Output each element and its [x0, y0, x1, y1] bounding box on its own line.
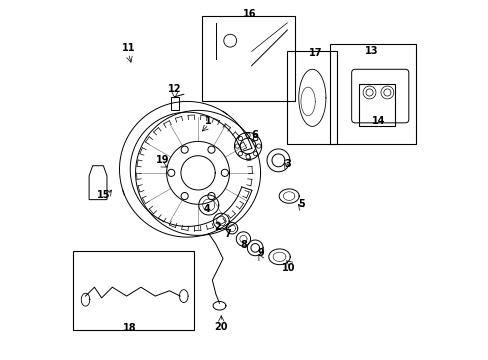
Text: 5: 5: [298, 199, 305, 209]
Text: 17: 17: [308, 48, 322, 58]
Bar: [170, 97, 179, 110]
Text: 16: 16: [243, 9, 256, 19]
Bar: [358, 84, 394, 126]
Text: 7: 7: [224, 229, 231, 239]
Text: 8: 8: [240, 240, 246, 250]
Bar: [73, 251, 194, 330]
Text: 19: 19: [156, 156, 169, 165]
Text: 12: 12: [168, 84, 181, 94]
Text: 15: 15: [97, 190, 110, 200]
Text: 3: 3: [284, 159, 291, 169]
Text: 9: 9: [257, 248, 264, 258]
Bar: [287, 51, 337, 144]
Text: 13: 13: [364, 46, 377, 57]
Text: 4: 4: [203, 204, 210, 214]
Text: 11: 11: [122, 43, 135, 53]
Text: 20: 20: [214, 322, 227, 332]
Text: 10: 10: [282, 262, 295, 273]
Text: 18: 18: [122, 323, 136, 333]
Text: 2: 2: [214, 222, 221, 232]
Text: 14: 14: [371, 116, 385, 126]
Text: 6: 6: [251, 130, 258, 140]
Text: 1: 1: [205, 116, 212, 126]
Bar: [329, 44, 415, 144]
Bar: [201, 16, 294, 102]
